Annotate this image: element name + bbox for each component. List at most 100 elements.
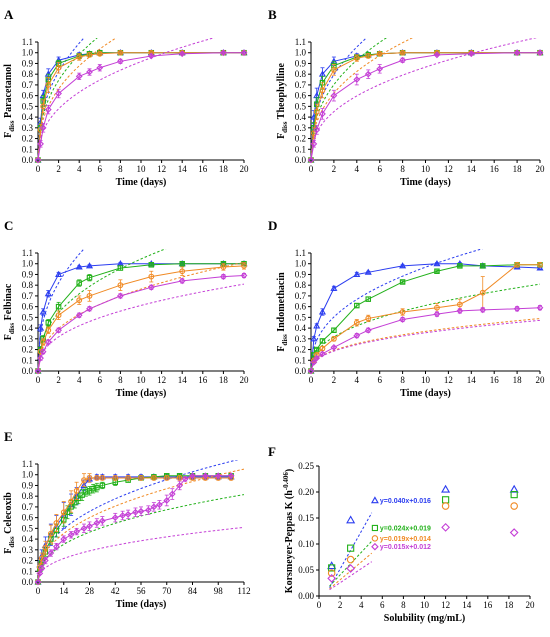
x-tick-label: 14 (59, 586, 69, 596)
data-point (86, 68, 93, 76)
data-point (86, 51, 93, 58)
data-point (456, 301, 463, 308)
data-point (537, 261, 543, 268)
y-tick-label: 0.8 (22, 280, 34, 290)
data-point (176, 482, 184, 489)
data-point (94, 484, 100, 491)
y-tick-label: 1.1 (22, 37, 33, 47)
x-tick-label: 14 (467, 164, 477, 174)
x-tick-label: 4 (355, 164, 360, 174)
panel-d: D 0.00.10.20.30.40.50.60.70.80.91.01.1 0 2 4… (268, 218, 545, 399)
data-point (240, 272, 248, 279)
y-tick-label: 0.6 (295, 91, 307, 101)
data-point (330, 344, 338, 351)
x-tick-label: 16 (483, 600, 493, 610)
data-point (96, 64, 104, 72)
data-point (75, 311, 83, 319)
y-tick-label: 0.6 (295, 302, 307, 312)
fit-line (38, 468, 244, 582)
fit-line (38, 38, 85, 160)
data-point (313, 126, 321, 134)
series-green (35, 249, 247, 374)
data-point (75, 72, 83, 80)
data-point (479, 289, 486, 296)
data-point (310, 359, 318, 366)
panel-label: D (268, 218, 277, 233)
panel-label: C (4, 218, 13, 233)
x-tick-label: 14 (462, 600, 472, 610)
series-line (37, 52, 244, 161)
series-line (310, 52, 540, 161)
y-tick-label: 1.0 (295, 48, 307, 58)
x-tick-label: 6 (380, 600, 385, 610)
data-point (434, 304, 440, 311)
y-tick-label: 0.8 (295, 69, 307, 79)
data-point (220, 273, 227, 280)
data-point (353, 319, 360, 326)
data-point (441, 484, 451, 493)
series-line (310, 52, 540, 161)
x-axis-title: Solubility (mg/mL) (384, 613, 465, 624)
data-point (39, 348, 47, 356)
x-tick-label: 98 (214, 586, 224, 596)
data-point (479, 306, 487, 314)
data-point (85, 262, 94, 269)
x-tick-label: 0 (309, 375, 314, 385)
y-tick-label: 0.1 (22, 144, 33, 154)
data-point (364, 70, 372, 78)
data-point (319, 87, 326, 94)
y-tick-label: 0.9 (22, 58, 34, 68)
series-green (35, 38, 247, 163)
data-point (47, 549, 55, 557)
data-point (311, 352, 317, 358)
x-tick-label: 20 (536, 375, 546, 385)
x-tick-label: 16 (198, 375, 208, 385)
data-point (353, 55, 360, 61)
data-point (365, 296, 372, 302)
data-point (479, 263, 486, 269)
y-tick-label: 0.1 (295, 144, 306, 154)
fit-line (329, 512, 373, 588)
x-tick-label: 12 (444, 375, 453, 385)
x-tick-label: 2 (56, 375, 61, 385)
y-tick-label: 0.10 (298, 539, 314, 549)
data-point (119, 512, 126, 519)
y-tick-label: 0.6 (22, 513, 34, 523)
data-point (510, 502, 518, 510)
x-tick-label: 10 (420, 600, 430, 610)
x-tick-label: 112 (237, 586, 250, 596)
fit-line (311, 318, 540, 371)
y-tick-label: 0.20 (298, 487, 314, 497)
x-tick-label: 14 (178, 375, 188, 385)
data-point (457, 263, 463, 269)
y-tick-label: 0.7 (22, 502, 34, 512)
fit-line (38, 460, 239, 582)
x-axis-title: Time (days) (116, 177, 167, 188)
y-tick-label: 0.4 (295, 112, 307, 122)
data-point (331, 327, 337, 333)
data-point (354, 302, 360, 309)
data-point (214, 472, 222, 480)
panel-label: E (4, 429, 13, 444)
x-tick-label: 16 (490, 164, 500, 174)
series-magenta (34, 272, 248, 375)
data-point (53, 543, 60, 550)
x-tick-label: 16 (490, 375, 500, 385)
data-point (68, 498, 74, 505)
data-point (39, 124, 47, 132)
x-tick-label: 18 (219, 375, 229, 385)
panel-label: F (268, 444, 276, 459)
x-tick-label: 10 (137, 375, 147, 385)
data-point (42, 544, 49, 551)
data-point (327, 569, 336, 577)
x-tick-label: 8 (400, 375, 405, 385)
data-point (313, 108, 320, 115)
y-tick-label: 0.3 (295, 123, 307, 133)
data-point (112, 475, 119, 481)
y-tick-label: 0.1 (295, 355, 306, 365)
data-point (179, 260, 185, 267)
y-tick-label: 0.9 (22, 480, 34, 490)
data-point (163, 497, 171, 504)
data-point (99, 475, 106, 481)
y-tick-label: 0.5 (22, 523, 34, 533)
